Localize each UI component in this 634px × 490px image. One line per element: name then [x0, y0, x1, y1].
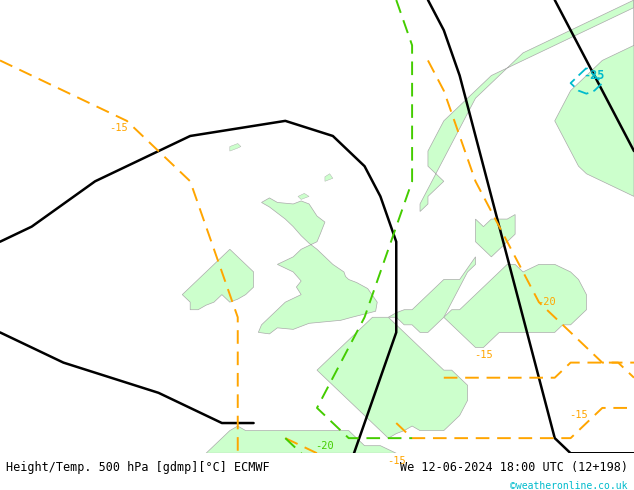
Polygon shape [444, 265, 586, 347]
Text: -15: -15 [110, 123, 128, 133]
Polygon shape [183, 249, 254, 310]
Text: Height/Temp. 500 hPa [gdmp][°C] ECMWF: Height/Temp. 500 hPa [gdmp][°C] ECMWF [6, 461, 270, 474]
Text: -20: -20 [538, 297, 556, 307]
Text: We 12-06-2024 18:00 UTC (12+198): We 12-06-2024 18:00 UTC (12+198) [399, 461, 628, 474]
Polygon shape [420, 0, 634, 212]
Polygon shape [259, 198, 377, 334]
Text: -15: -15 [474, 350, 493, 360]
Text: -15: -15 [387, 456, 406, 466]
Text: ©weatheronline.co.uk: ©weatheronline.co.uk [510, 481, 628, 490]
Text: -25: -25 [584, 69, 605, 82]
Polygon shape [230, 144, 241, 151]
Polygon shape [298, 194, 309, 199]
Polygon shape [206, 426, 396, 453]
Polygon shape [476, 215, 515, 257]
Polygon shape [555, 0, 634, 196]
Polygon shape [317, 318, 468, 438]
Polygon shape [388, 257, 476, 332]
Text: -15: -15 [569, 411, 588, 420]
Polygon shape [325, 174, 333, 181]
Text: -20: -20 [316, 441, 334, 451]
